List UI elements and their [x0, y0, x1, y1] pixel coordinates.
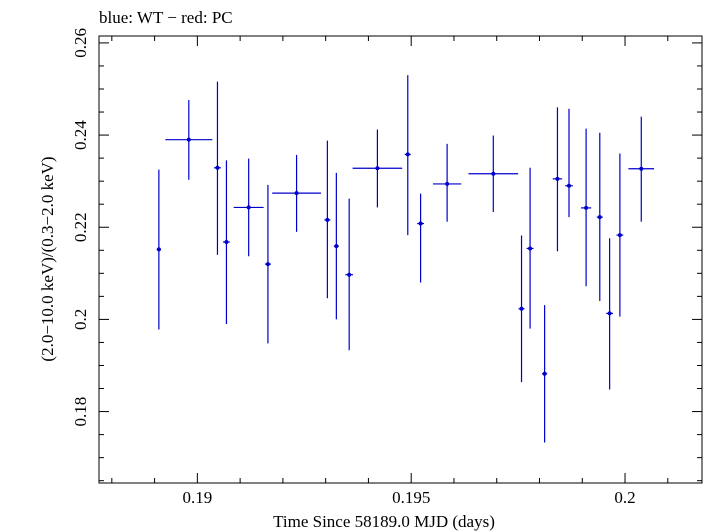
point-marker	[617, 233, 622, 238]
data-point	[596, 132, 603, 301]
point-marker	[186, 137, 191, 142]
data-point	[165, 100, 213, 180]
data-point	[526, 167, 534, 329]
y-axis-label: (2.0−10.0 keV)/(0.3−2.0 keV)	[38, 156, 57, 361]
data-point	[404, 75, 411, 236]
y-tick-label: 0.22	[71, 212, 90, 242]
data-point	[223, 160, 230, 325]
data-point	[272, 154, 321, 232]
point-marker	[528, 246, 533, 251]
data-point	[468, 135, 519, 213]
data-point	[433, 143, 462, 222]
point-marker	[639, 166, 644, 171]
point-marker	[156, 247, 161, 252]
point-marker	[215, 165, 220, 170]
data-point	[324, 140, 331, 299]
data-point	[264, 184, 271, 344]
x-axis-label: Time Since 58189.0 MJD (days)	[273, 512, 495, 531]
point-marker	[555, 176, 560, 181]
data-points	[156, 75, 655, 443]
data-point	[214, 81, 221, 255]
point-marker	[597, 215, 602, 220]
data-point	[417, 193, 425, 283]
point-marker	[542, 371, 547, 376]
data-point	[552, 107, 563, 252]
data-point	[606, 238, 614, 390]
point-marker	[325, 217, 330, 222]
point-marker	[265, 262, 270, 267]
point-marker	[347, 272, 352, 277]
tick-labels: 0.19 0.195 0.2 0.18 0.2 0.22 0.24 0.26	[71, 28, 636, 507]
data-point	[518, 235, 525, 383]
point-marker	[418, 221, 423, 226]
y-tick-label: 0.26	[71, 28, 90, 58]
data-point	[616, 153, 624, 317]
y-tick-label: 0.2	[71, 309, 90, 330]
point-marker	[584, 205, 589, 210]
point-marker	[519, 306, 524, 311]
point-marker	[566, 183, 571, 188]
point-marker	[224, 239, 229, 244]
x-tick-label: 0.2	[614, 488, 635, 507]
data-point	[333, 172, 339, 320]
y-tick-label: 0.18	[71, 397, 90, 427]
point-marker	[445, 181, 450, 186]
plot-frame	[98, 35, 703, 484]
data-point	[565, 108, 573, 218]
data-point	[352, 129, 403, 208]
data-point	[628, 116, 655, 222]
y-tick-label: 0.24	[71, 120, 90, 150]
data-point	[233, 158, 264, 257]
x-tick-label: 0.195	[392, 488, 430, 507]
data-point	[542, 305, 548, 443]
data-point	[580, 128, 592, 287]
point-marker	[607, 311, 612, 316]
data-point	[345, 198, 354, 351]
point-marker	[294, 191, 299, 196]
axis-ticks	[99, 36, 702, 483]
data-point	[156, 169, 162, 330]
point-marker	[491, 171, 496, 176]
point-marker	[246, 205, 251, 210]
chart-title: blue: WT − red: PC	[99, 8, 233, 27]
x-tick-label: 0.19	[182, 488, 212, 507]
point-marker	[334, 244, 339, 249]
point-marker	[405, 152, 410, 157]
point-marker	[375, 166, 380, 171]
